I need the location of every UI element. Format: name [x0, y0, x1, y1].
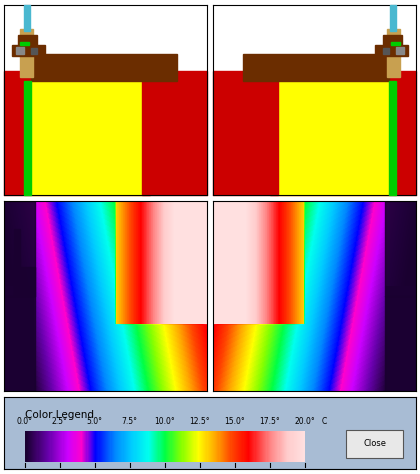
Polygon shape	[14, 229, 34, 296]
Bar	[24, 5, 29, 31]
Bar	[391, 5, 396, 31]
Bar	[31, 48, 37, 54]
Bar	[18, 35, 37, 46]
Text: 17.5°: 17.5°	[259, 417, 280, 426]
Text: 7.5°: 7.5°	[122, 417, 138, 426]
Bar	[4, 71, 207, 195]
Bar	[213, 71, 416, 195]
Text: 15.0°: 15.0°	[224, 417, 245, 426]
Text: C: C	[321, 417, 326, 426]
Text: 5.0°: 5.0°	[87, 417, 103, 426]
Text: 10.0°: 10.0°	[154, 417, 175, 426]
Bar	[270, 81, 278, 195]
Bar	[383, 35, 402, 46]
Text: Color Legend: Color Legend	[25, 410, 94, 420]
FancyBboxPatch shape	[346, 429, 404, 458]
Bar	[21, 42, 29, 45]
Bar	[12, 45, 45, 56]
Text: 2.5°: 2.5°	[52, 417, 68, 426]
Text: 12.5°: 12.5°	[189, 417, 210, 426]
Bar	[383, 48, 389, 54]
Bar	[391, 42, 399, 45]
Text: 0.0°: 0.0°	[17, 417, 33, 426]
Bar	[396, 46, 404, 54]
Text: Close: Close	[363, 439, 386, 448]
Bar	[389, 81, 396, 195]
Bar	[24, 81, 31, 195]
Bar	[244, 54, 389, 81]
Bar	[31, 81, 142, 195]
Bar	[278, 81, 389, 195]
Text: 20.0°: 20.0°	[294, 417, 315, 426]
Bar	[31, 54, 176, 81]
FancyBboxPatch shape	[0, 396, 420, 470]
Bar	[16, 46, 24, 54]
Bar	[142, 81, 150, 195]
Bar	[21, 29, 33, 77]
Bar	[387, 29, 399, 77]
Bar	[375, 45, 408, 56]
